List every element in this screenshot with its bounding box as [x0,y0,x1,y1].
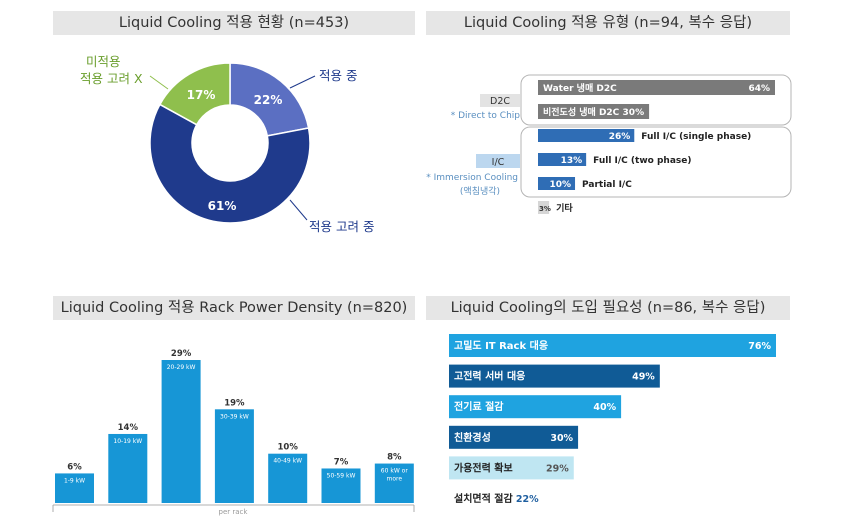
type-bar-label-0: Water 냉매 D2C [543,82,617,94]
rack-bar-category-4: 40-49 kW [273,458,302,465]
need-bar-0 [449,334,776,357]
type-bar-value-5: 3% [539,205,551,213]
ic-group-frame [520,126,792,198]
rack-bar-4 [268,453,308,503]
type-bar-value-2: 26% [609,132,631,142]
ic-note: * Immersion Cooling [426,173,518,183]
rack-bar-category-6: more [387,476,403,483]
d2c-note: * Direct to Chip [451,111,521,121]
need-bar-value-5: 22% [516,494,539,505]
type-bar-value-4: 10% [549,180,571,190]
donut-slice-1 [149,103,311,224]
rack-bar-category-3: 30-39 kW [220,413,249,420]
rack-bar-1 [108,433,148,503]
panel3-title: Liquid Cooling 적용 Rack Power Density (n=… [53,296,415,320]
need-bar-1 [449,364,660,388]
need-bar-label-0: 고밀도 IT Rack 대응 [454,339,548,352]
type-bar-value-0: 64% [748,84,770,94]
donut-value-active: 22% [254,93,283,107]
panel1-title: Liquid Cooling 적용 현황 (n=453) [53,11,415,35]
type-chart: D2C * Direct to Chip I/C * Immersion Coo… [426,74,792,214]
d2c-tag-label: D2C [490,96,510,107]
type-bar-0 [538,80,775,95]
need-bar-label-3: 친환경성 [454,431,491,444]
donut-chart [149,62,311,224]
donut-outer-label-none-line1: 미적용 [86,54,121,69]
ic-tag-label: I/C [492,157,505,168]
rack-bar-value-0: 6% [67,462,82,472]
type-bar-label-4: Partial I/C [582,180,632,190]
rack-bar-category-1: 10-19 kW [113,438,142,445]
d2c-tag [480,94,520,107]
rack-bar-value-1: 14% [118,423,139,433]
need-bar-4 [449,456,574,480]
rack-bar-3 [214,409,254,503]
d2c-group-frame [520,74,792,126]
type-bar-2 [538,129,635,142]
donut-value-none: 17% [187,88,216,102]
type-bar-value-3: 13% [561,156,583,166]
type-bar-label-2: Full I/C (single phase) [641,132,751,142]
type-bar-1 [538,104,650,119]
need-bar-value-2: 40% [593,402,616,413]
rack-bar-value-6: 8% [387,453,402,463]
rack-bars: 6% 1-9 kW 14% 10-19 kW 29% 20-29 kW 19% 30-39 k… [55,349,414,503]
need-bar-5 [449,487,544,510]
donut-value-considering: 61% [208,199,237,213]
rack-bar-value-3: 19% [224,398,245,408]
donut-leader-lines [149,75,316,221]
rack-bar-0 [55,473,94,503]
panel2-title: Liquid Cooling 적용 유형 (n=94, 복수 응답) [426,11,790,35]
need-bar-2 [449,395,622,419]
type-bars: Water 냉매 D2C 64% 비전도성 냉매 D2C 30% 26% Full I/C… [538,80,775,214]
rack-bar-category-2: 20-29 kW [167,364,196,371]
rack-bar-value-2: 29% [171,349,192,359]
need-bar-value-3: 30% [550,433,573,444]
rack-bar-5 [321,468,361,503]
rack-axis-label: per rack [219,508,249,516]
panel4-title: Liquid Cooling의 도입 필요성 (n=86, 복수 응답) [426,296,790,320]
rack-bar-value-5: 7% [334,457,349,467]
need-bar-value-1: 49% [632,372,655,383]
donut-outer-label-active: 적용 중 [319,68,357,83]
need-bar-label-2: 전기료 절감 [454,400,504,413]
donut-slice-2 [158,62,231,126]
rack-bar-category-0: 1-9 kW [64,477,85,484]
rack-bar-category-6: 60 kW or [381,468,409,475]
need-bar-label-1: 고전력 서버 대응 [454,370,525,383]
donut-outer-label-considering: 적용 고려 중 [309,219,374,234]
need-bar-value-4: 29% [546,463,569,474]
need-bar-3 [449,425,579,449]
type-bar-4 [538,177,576,190]
type-bar-value-1: 30% [623,108,645,118]
rack-bar-2 [161,360,201,503]
type-bar-5 [538,201,550,214]
type-bar-label-1: 비전도성 냉매 D2C [543,106,620,118]
ic-tag [476,154,520,168]
need-bars: 고밀도 IT Rack 대응 76% 고전력 서버 대응 49% 전기료 절감 40% 친환… [449,334,776,510]
type-bar-3 [538,153,587,166]
rack-bar-category-5: 50-59 kW [327,472,356,479]
ic-note-korean: (액침냉각) [460,185,500,197]
rack-bar-6 [374,463,414,503]
rack-bar-value-4: 10% [278,443,299,453]
need-bar-label-5: 설치면적 절감 [454,492,513,505]
type-bar-label-3: Full I/C (two phase) [593,156,691,166]
type-bar-label-5: 기타 [556,202,573,214]
need-bar-value-0: 76% [748,341,771,352]
donut-outer-label-none-line2: 적용 고려 X [80,71,143,86]
need-bar-label-4: 가용전력 확보 [454,461,513,474]
